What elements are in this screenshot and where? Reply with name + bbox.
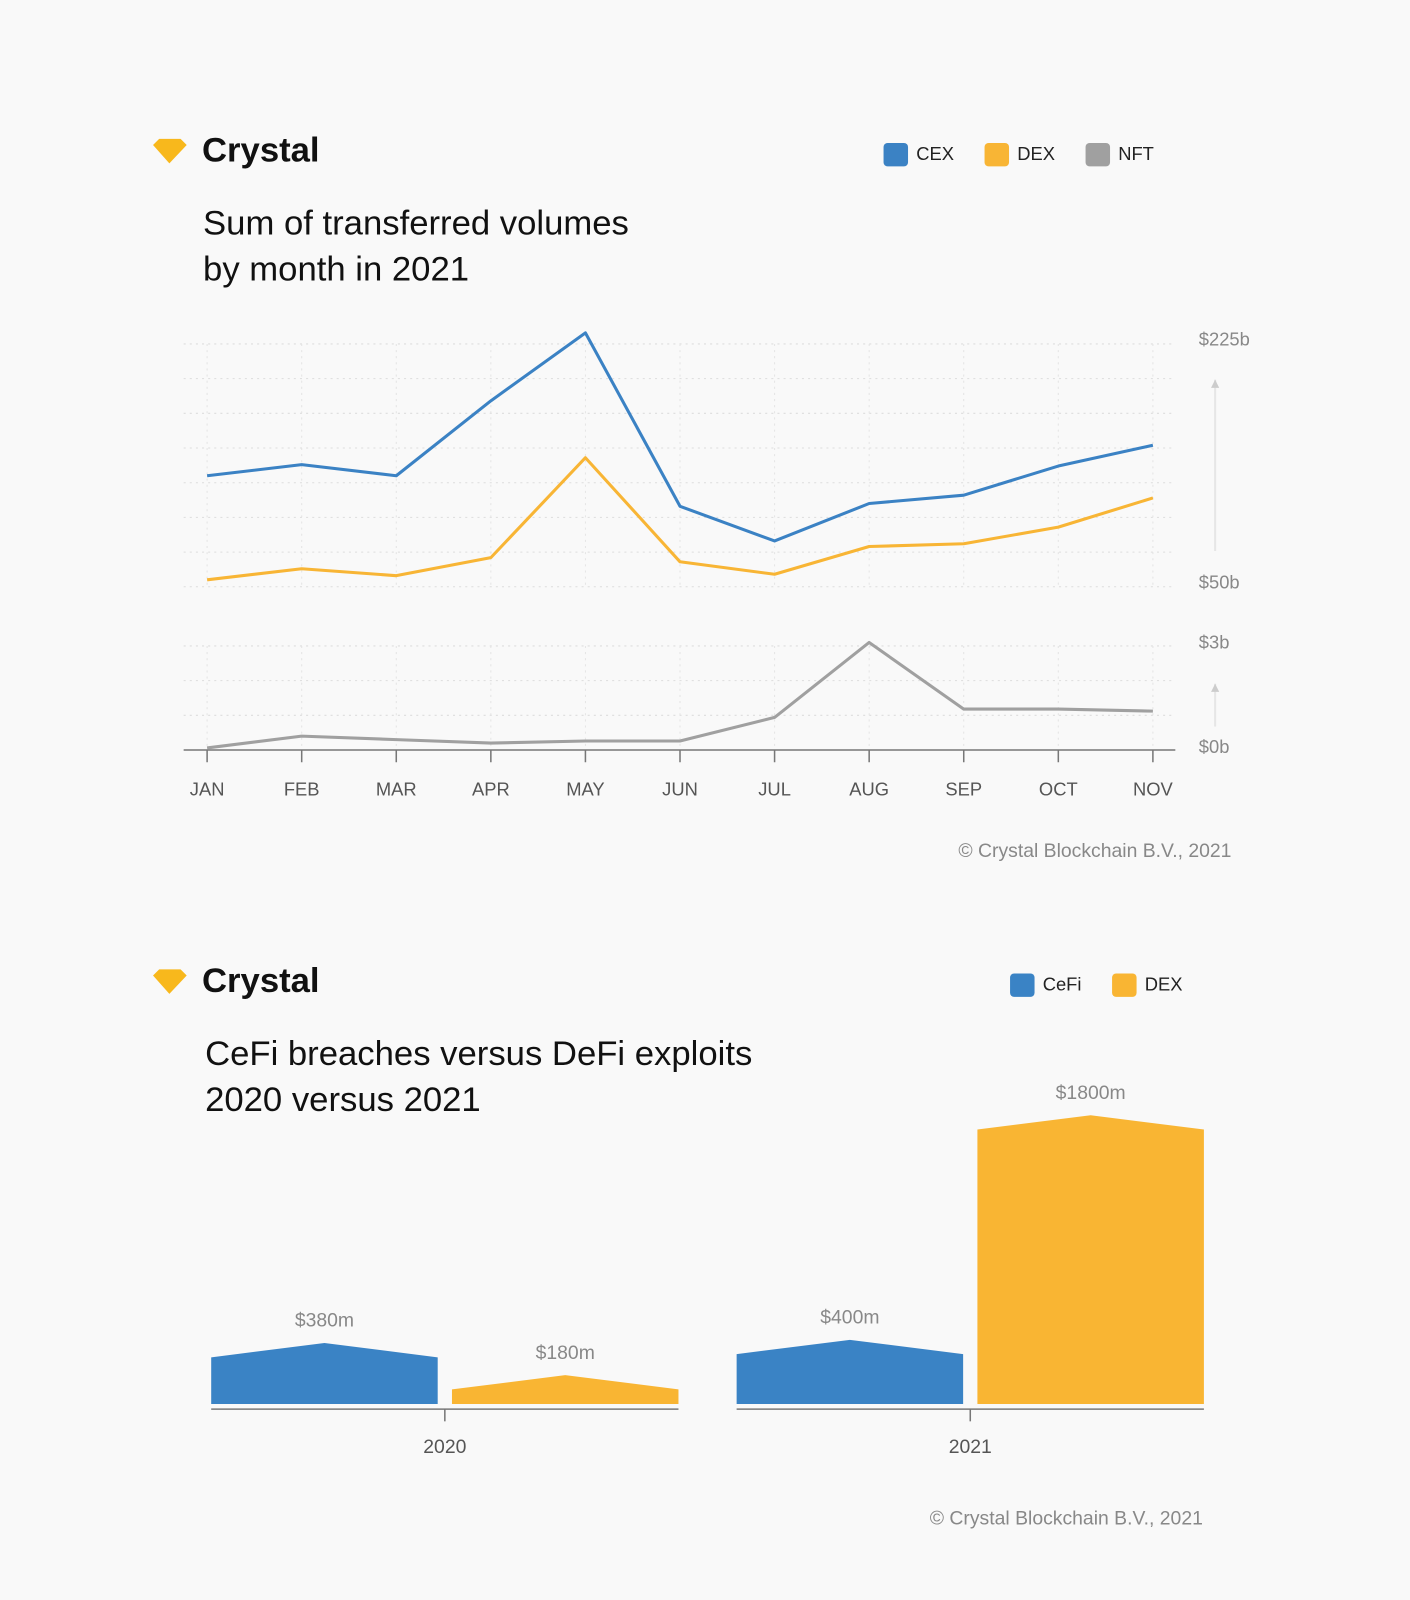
y-tick-label: $225b: [1199, 329, 1250, 350]
series-line: [206, 331, 1154, 543]
legend-swatch: [1010, 973, 1035, 997]
value-label: $400m: [820, 1307, 879, 1329]
bar: [736, 1339, 964, 1404]
x-tick-label: NOV: [1133, 779, 1174, 800]
chart-title: CeFi breaches versus DeFi exploits: [205, 1035, 752, 1073]
bar: [451, 1375, 679, 1404]
bar: [977, 1115, 1204, 1404]
x-tick-label: FEB: [284, 779, 320, 800]
x-tick-label: APR: [472, 779, 510, 800]
axis-arrow-head: [1211, 683, 1220, 692]
series-line: [206, 640, 1153, 750]
series-line: [206, 456, 1154, 582]
x-tick-label: 2021: [949, 1436, 992, 1458]
y2-tick-label: $3b: [1199, 632, 1230, 653]
legend-swatch: [1112, 973, 1137, 997]
value-label: $380m: [295, 1310, 354, 1332]
legend-swatch: [883, 142, 909, 167]
x-tick-label: OCT: [1039, 779, 1078, 800]
legend-swatch: [984, 142, 1010, 167]
legend-label: DEX: [1145, 974, 1183, 995]
x-tick-label: JAN: [190, 779, 225, 800]
brand: Crystal: [202, 962, 320, 1000]
legend-label: CEX: [916, 143, 954, 164]
legend-label: DEX: [1017, 143, 1055, 164]
legend-swatch: [1085, 142, 1111, 167]
chart-title: by month in 2021: [203, 251, 469, 289]
y2-tick-label: $0b: [1199, 736, 1230, 757]
brand: Crystal: [202, 131, 320, 169]
brand-icon: [153, 138, 187, 164]
chart-title: 2020 versus 2021: [205, 1081, 481, 1119]
footer: © Crystal Blockchain B.V., 2021: [958, 840, 1231, 862]
bar: [211, 1343, 438, 1404]
x-tick-label: JUN: [662, 779, 698, 800]
legend-label: NFT: [1118, 143, 1154, 164]
brand-icon: [153, 969, 187, 994]
x-tick-label: 2020: [423, 1436, 466, 1458]
axis-arrow-head: [1211, 379, 1220, 388]
value-label: $180m: [536, 1342, 595, 1364]
legend-label: CeFi: [1043, 974, 1082, 995]
x-tick-label: SEP: [945, 779, 982, 800]
x-tick-label: AUG: [849, 779, 889, 800]
x-tick-label: MAY: [566, 779, 604, 800]
x-tick-label: JUL: [758, 779, 791, 800]
value-label: $1800m: [1056, 1082, 1126, 1104]
footer: © Crystal Blockchain B.V., 2021: [930, 1507, 1203, 1529]
chart-title: Sum of transferred volumes: [203, 205, 629, 243]
y-tick-label: $50b: [1199, 572, 1240, 593]
x-tick-label: MAR: [376, 779, 417, 800]
